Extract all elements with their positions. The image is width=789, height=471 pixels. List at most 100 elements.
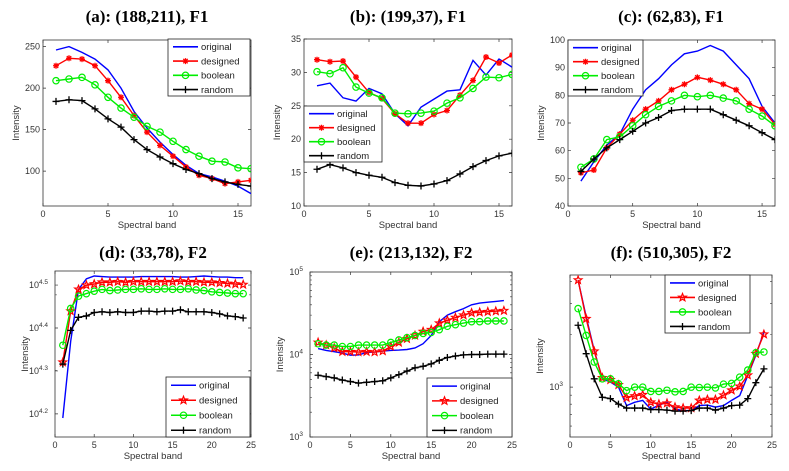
- boolean-point: [179, 411, 188, 420]
- legend-label-random: random: [698, 322, 730, 333]
- designed-point: [222, 277, 233, 289]
- random-point: [655, 113, 663, 121]
- designed-point: [118, 94, 124, 101]
- designed-point: [135, 276, 147, 287]
- random-point: [771, 136, 775, 144]
- designed-point: [105, 77, 111, 84]
- designed-point: [482, 306, 494, 317]
- x-tick-label: 10: [646, 440, 656, 450]
- designed-line: [316, 54, 512, 124]
- boolean-point: [200, 286, 208, 295]
- random-point: [322, 373, 330, 381]
- designed-point: [758, 328, 770, 339]
- random-point: [703, 404, 711, 412]
- boolean-point: [663, 386, 671, 395]
- y-tick-label: 25: [291, 101, 301, 111]
- designed-point: [392, 110, 398, 117]
- y-tick-label: 104.4: [29, 322, 48, 333]
- random-point: [695, 404, 703, 412]
- random-point: [647, 406, 655, 414]
- y-tick-exponent: 3: [299, 431, 303, 438]
- designed-point: [677, 291, 688, 303]
- designed-point: [144, 129, 150, 136]
- designed-point: [425, 324, 437, 335]
- boolean-point: [156, 128, 164, 136]
- boolean-point: [208, 157, 216, 165]
- random-point: [411, 364, 419, 372]
- boolean-point: [215, 288, 224, 297]
- y-tick-label: 100: [550, 35, 565, 45]
- boolean-point: [711, 384, 720, 392]
- designed-point: [248, 177, 251, 184]
- random-point: [234, 180, 242, 188]
- subplot-d: (d): (33,78), F2 0 5 10 15 20 25 104.2 104.3 104.…: [20, 243, 256, 462]
- boolean-point: [695, 383, 704, 392]
- random-point: [631, 404, 639, 412]
- designed-point: [496, 60, 502, 67]
- random-point: [137, 307, 145, 315]
- designed-point: [369, 346, 380, 357]
- designed-point: [53, 62, 59, 69]
- boolean-point: [687, 383, 696, 391]
- y-tick-label: 30: [291, 67, 301, 77]
- random-point: [577, 167, 585, 175]
- random-point: [500, 350, 508, 358]
- boolean-point: [354, 341, 363, 349]
- designed-point: [470, 77, 476, 84]
- chart-title: (c): (62,83), F1: [618, 7, 724, 26]
- designed-point: [637, 388, 649, 400]
- random-point: [313, 165, 321, 173]
- random-point: [728, 402, 736, 410]
- x-axis-label: Spectral band: [642, 451, 701, 462]
- random-line: [580, 108, 775, 172]
- random-point: [90, 308, 98, 316]
- random-point: [106, 308, 114, 316]
- random-point: [492, 350, 500, 358]
- random-point: [338, 376, 346, 384]
- boolean-point: [104, 93, 112, 102]
- boolean-point: [630, 383, 639, 391]
- original-line: [55, 45, 251, 195]
- random-point: [443, 353, 451, 361]
- subplot-c: (c): (62,83), F1 0 5 10 15 40 50 60 70 80 90 100 Spe…: [536, 7, 776, 231]
- y-axis-label: Intensity: [272, 105, 283, 141]
- designed-point: [466, 307, 477, 318]
- legend-label-boolean: boolean: [337, 137, 371, 148]
- boolean-point: [703, 383, 712, 391]
- random-point: [745, 122, 753, 130]
- random-point: [114, 308, 122, 316]
- random-point: [736, 401, 744, 409]
- x-tick-label: 10: [128, 440, 138, 450]
- boolean-point: [760, 348, 768, 356]
- random-point: [655, 406, 663, 414]
- designed-point: [127, 276, 139, 287]
- random-point: [590, 155, 598, 163]
- y-tick-label: 200: [25, 83, 40, 93]
- designed-point: [734, 380, 746, 391]
- y-tick-exponent: 4.5: [39, 279, 48, 286]
- y-axis-label: Intensity: [20, 336, 31, 372]
- boolean-point: [598, 375, 607, 383]
- designed-point: [498, 305, 510, 316]
- x-tick-label: 25: [767, 440, 777, 450]
- boolean-point: [145, 285, 153, 294]
- random-point: [104, 115, 112, 123]
- designed-point: [73, 283, 84, 294]
- x-tick-label: 5: [608, 440, 613, 450]
- boolean-point: [451, 320, 460, 329]
- boolean-point: [492, 317, 500, 325]
- y-tick-label: 250: [25, 42, 40, 52]
- y-tick-label: 40: [555, 201, 565, 211]
- random-point: [192, 308, 200, 316]
- x-tick-label: 0: [301, 209, 306, 219]
- random-point: [616, 136, 624, 144]
- designed-point: [336, 345, 348, 357]
- designed-point: [318, 124, 325, 131]
- random-point: [156, 153, 164, 161]
- x-tick-label: 15: [168, 440, 178, 450]
- legend-box: [303, 105, 383, 163]
- designed-point: [344, 345, 356, 357]
- boolean-point: [678, 308, 687, 316]
- random-point: [603, 144, 611, 152]
